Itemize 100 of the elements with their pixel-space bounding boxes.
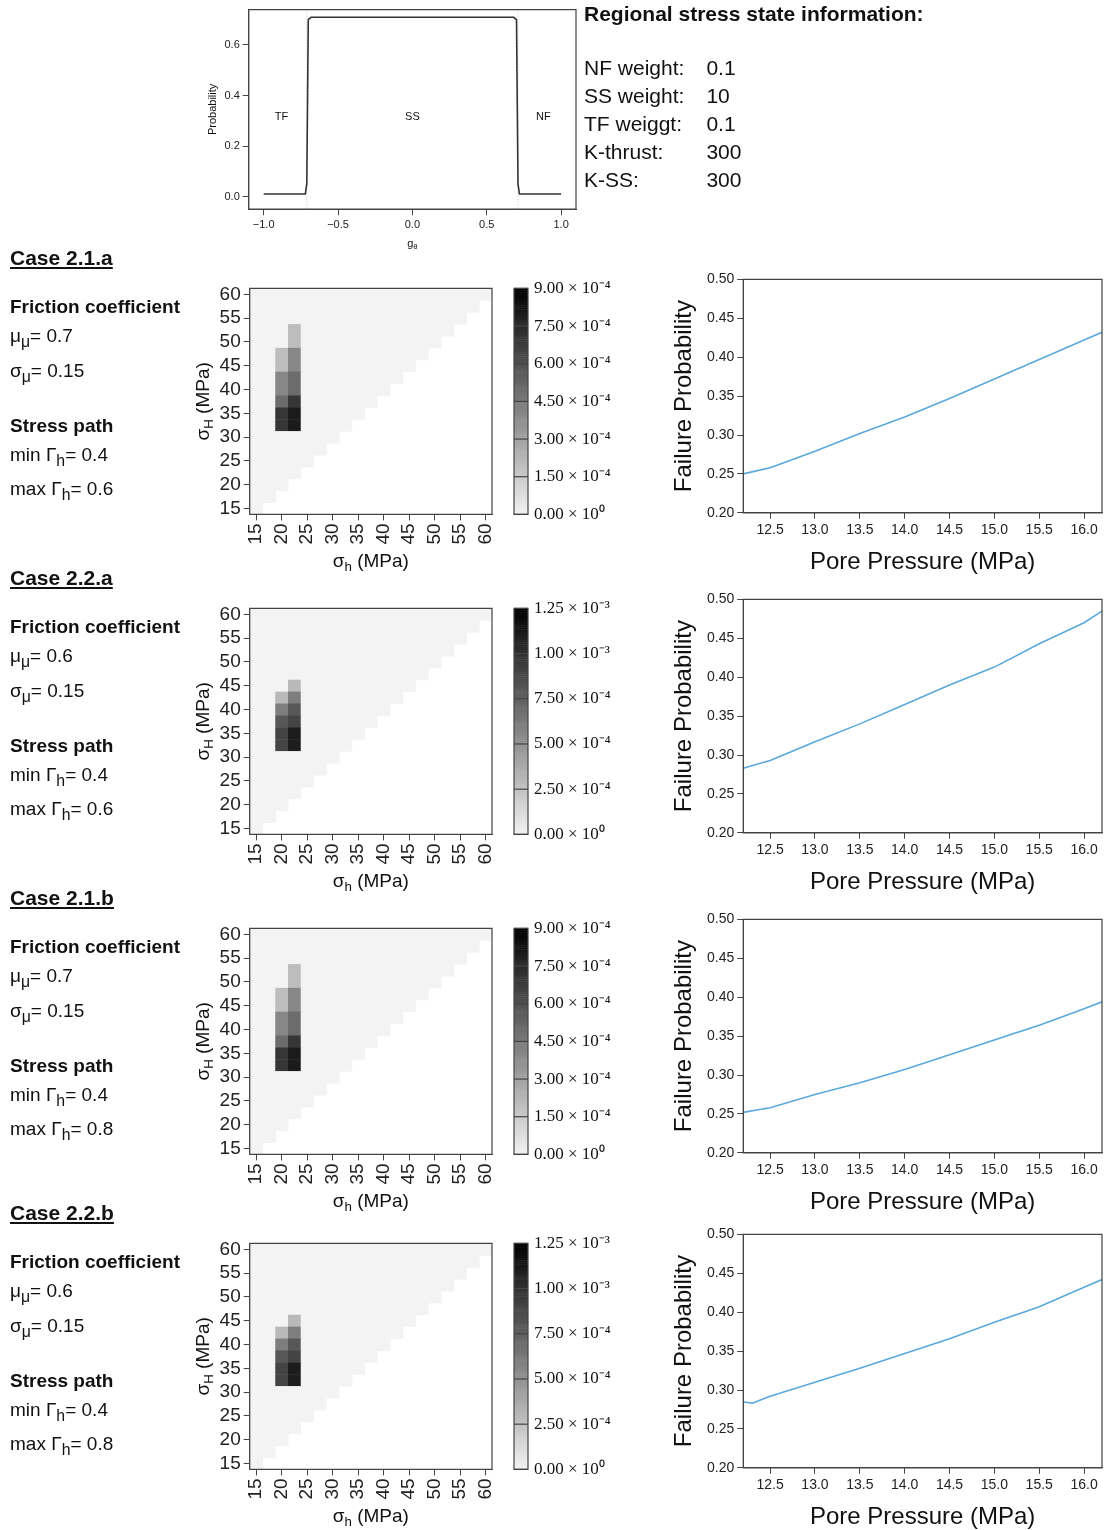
y-tick-label: 0.4 (224, 88, 240, 101)
x-axis-title: Pore Pressure (MPa) (809, 866, 1036, 894)
color-bar-label: 9.00 × 10⁻⁴ (534, 917, 611, 937)
x-tick-label: 30 (320, 1478, 342, 1500)
x-tick-label: 13.0 (801, 1476, 829, 1493)
x-axis-title: Pore Pressure (MPa) (809, 546, 1036, 574)
y-tick-label: 0.50 (707, 1225, 735, 1242)
color-bar-label: 1.50 × 10⁻⁴ (534, 1106, 611, 1126)
y-tick-label: 0.40 (707, 988, 735, 1005)
y-tick-label: 45 (219, 1308, 241, 1330)
x-tick-label: 50 (422, 843, 444, 865)
x-tick-label: 60 (473, 1478, 495, 1500)
color-bar-label: 7.50 × 10⁻⁴ (534, 688, 611, 708)
x-tick-label: 55 (448, 843, 470, 865)
text: μ$_{μ}$= 0.6 (10, 1279, 74, 1307)
x-tick-label: 0.5 (479, 217, 495, 230)
x-tick-label: 50 (422, 1163, 444, 1185)
x-tick-label: 55 (448, 523, 470, 545)
text: max Γ$_{h}$= 0.8 (10, 1117, 115, 1146)
y-tick-label: 55 (219, 306, 241, 328)
text: μ$_{μ}$= 0.7 (10, 964, 74, 992)
y-axis-title: σH (MPa) (191, 1317, 216, 1396)
y-tick-label: 55 (219, 1261, 241, 1283)
x-tick-label: 14.5 (935, 1476, 964, 1493)
text: μ$_{μ}$= 0.7 (10, 324, 74, 352)
y-axis-title: σH (MPa) (191, 1002, 216, 1081)
y-tick-label: 55 (219, 626, 241, 648)
x-tick-label: 20 (269, 843, 291, 865)
x-tick-label: 25 (295, 843, 317, 865)
text: NF weight: (584, 55, 686, 81)
y-tick-label: 15 (219, 1136, 241, 1158)
y-tick-label: 40 (219, 377, 241, 399)
color-bar-label: 7.50 × 10⁻⁴ (534, 955, 611, 975)
y-tick-label: 50 (219, 330, 241, 352)
x-tick-label: 40 (371, 1478, 393, 1500)
text: min Γ$_{h}$= 0.4 (10, 1082, 109, 1111)
text: Stress path (10, 1369, 114, 1391)
y-tick-label: 60 (219, 602, 241, 624)
x-tick-label: 15.0 (980, 1161, 1009, 1178)
x-tick-label: 15.0 (980, 841, 1009, 858)
x-axis-title: Pore Pressure (MPa) (809, 1186, 1036, 1214)
x-tick-label: 35 (346, 843, 368, 865)
x-tick-label: 14.5 (935, 841, 964, 858)
text: max Γ$_{h}$= 0.6 (10, 797, 115, 826)
y-tick-label: 0.0 (224, 189, 240, 202)
x-tick-label: 12.5 (756, 1476, 784, 1493)
y-tick-label: 60 (219, 282, 241, 304)
x-tick-label: 12.5 (756, 1161, 784, 1178)
y-axis-title: σH (MPa) (191, 682, 216, 761)
y-tick-label: 30 (219, 745, 241, 767)
y-tick-label: 0.45 (707, 629, 735, 646)
x-tick-label: 14.5 (935, 521, 964, 538)
x-tick-label: 13.5 (846, 1161, 874, 1178)
x-tick-label: 15 (244, 1478, 266, 1500)
y-tick-label: 0.45 (707, 309, 735, 326)
text: Regional stress state information: (584, 2, 925, 26)
x-tick-label: 40 (371, 523, 393, 545)
y-tick-label: 20 (219, 1427, 241, 1449)
y-tick-label: 0.35 (707, 706, 735, 723)
color-bar-label: 2.50 × 10⁻⁴ (534, 778, 611, 798)
y-axis-title: σH (MPa) (191, 362, 216, 441)
x-tick-label: 15.5 (1025, 1476, 1054, 1493)
y-tick-label: 0.30 (707, 1065, 735, 1082)
y-tick-label: 0.40 (707, 1303, 735, 1320)
annotation: TF (274, 110, 289, 123)
x-tick-label: 35 (346, 523, 368, 545)
text: Case 2.2.b (10, 1201, 115, 1225)
x-tick-label: 12.5 (756, 521, 784, 538)
text: σ$_{μ}$= 0.15 (10, 999, 85, 1025)
color-bar-label: 7.50 × 10⁻⁴ (534, 315, 611, 335)
text: SS weight: (584, 83, 686, 109)
y-tick-label: 0.6 (224, 38, 240, 50)
text: Case 2.2.a (10, 566, 114, 590)
text: 300 (706, 139, 743, 165)
y-tick-label: 0.25 (707, 1419, 735, 1436)
x-tick-label: 13.0 (801, 841, 829, 858)
text: Case 2.1.a (10, 246, 114, 270)
x-tick-label: 15.0 (980, 1476, 1009, 1493)
x-tick-label: 30 (320, 1163, 342, 1185)
color-bar-label: 1.00 × 10⁻³ (534, 643, 610, 663)
y-axis-title: Failure Probability (669, 620, 697, 813)
text: σ$_{μ}$= 0.15 (10, 1314, 85, 1340)
x-tick-label: 35 (346, 1478, 368, 1500)
y-tick-label: 45 (219, 673, 241, 695)
x-tick-label: 60 (473, 1163, 495, 1185)
x-tick-label: 45 (397, 1478, 419, 1500)
annotation: NF (535, 110, 551, 123)
color-bar-label: 6.00 × 10⁻⁴ (534, 993, 611, 1013)
annotation: SS (405, 110, 420, 123)
x-tick-label: 25 (295, 523, 317, 545)
x-tick-label: 14.5 (935, 1161, 964, 1178)
x-tick-label: 12.5 (756, 841, 784, 858)
color-bar-label: 7.50 × 10⁻⁴ (534, 1323, 611, 1343)
x-tick-label: 55 (448, 1163, 470, 1185)
y-tick-label: 50 (219, 970, 241, 992)
y-tick-label: 0.45 (707, 949, 735, 966)
x-tick-label: 13.0 (801, 521, 829, 538)
y-tick-label: 40 (219, 697, 241, 719)
x-tick-label: 14.0 (891, 1161, 919, 1178)
x-tick-label: 15 (244, 843, 266, 865)
